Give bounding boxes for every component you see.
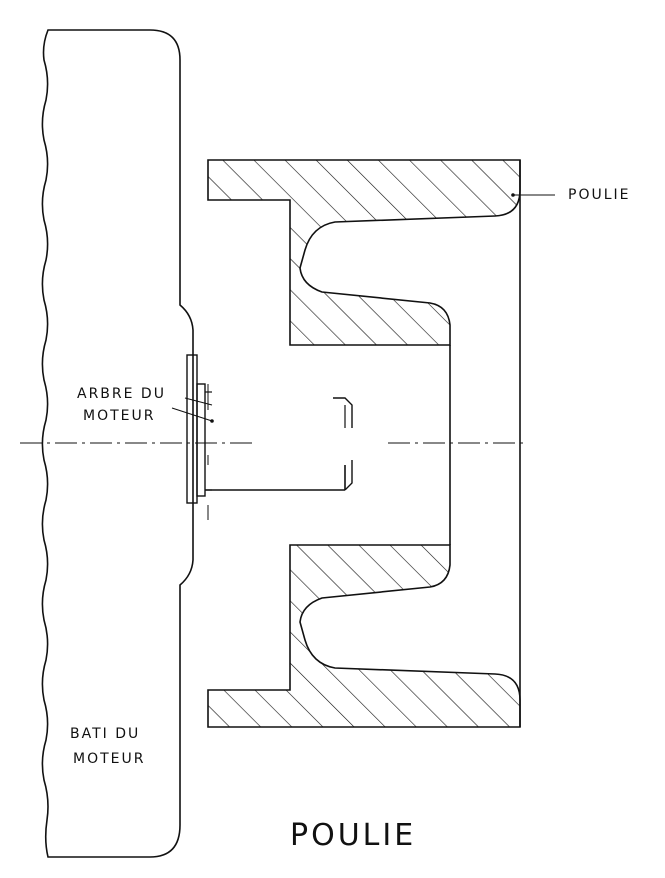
poulie-leader-dot — [511, 193, 515, 197]
shaft-end-chamfer-top — [333, 397, 353, 428]
pulley-bottom-section — [207, 544, 521, 728]
shaft-end-chamfer-bottom — [344, 460, 353, 491]
pulley-top-section — [207, 159, 521, 346]
arbre-leader-a — [184, 397, 213, 406]
flange-inner — [196, 383, 206, 497]
bati-label-line1: BATI DU — [70, 726, 141, 742]
motor-frame-outline — [41, 29, 194, 858]
flange-outer — [186, 354, 198, 504]
arbre-leader-b — [171, 407, 213, 422]
drawing-title: POULIE — [290, 818, 417, 853]
arbre-leader-dot — [210, 419, 214, 423]
arbre-label-line2: MOTEUR — [83, 408, 156, 424]
bati-label-line2: MOTEUR — [73, 751, 146, 767]
poulie-callout-label: POULIE — [568, 187, 631, 203]
arbre-label-line1: ARBRE DU — [77, 386, 166, 402]
